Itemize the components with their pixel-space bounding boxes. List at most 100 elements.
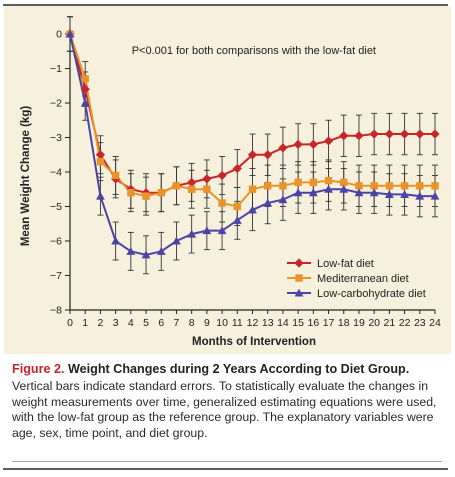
x-tick-label: 14 [277, 317, 289, 329]
low-fat-diet-point [202, 174, 212, 184]
low-carbohydrate-diet-point [202, 226, 212, 235]
low-fat-diet-point [293, 139, 303, 149]
low-carbohydrate-diet-point [187, 229, 197, 238]
legend: Low-fat diet Mediterranean diet Low-carboh… [287, 258, 426, 300]
low-carbohydrate-diet-point [324, 184, 333, 193]
x-tick-label: 9 [204, 317, 210, 329]
low-carbohydrate-diet-point [430, 191, 440, 200]
low-carbohydrate-diet-point [172, 236, 181, 245]
x-tick-label: 7 [174, 317, 180, 329]
low-carbohydrate-diet-point [248, 205, 257, 214]
low-fat-diet-point [247, 150, 258, 160]
mediterranean-diet-point [385, 182, 394, 190]
mediterranean-diet-point [324, 176, 333, 185]
figure-label: Figure 2. [12, 362, 65, 376]
mediterranean-diet-point [355, 182, 363, 190]
x-tick-label: 4 [128, 317, 134, 329]
low-carbohydrate-diet-point [263, 198, 273, 207]
x-tick-label: 21 [384, 317, 396, 329]
legend-label-low-carbohydrate-diet: Low-carbohydrate diet [317, 288, 426, 300]
low-fat-diet-point [415, 129, 425, 139]
low-carbohydrate-diet-point [354, 188, 364, 197]
y-tick-label: −5 [50, 201, 62, 213]
low-carbohydrate-diet-point [232, 215, 242, 224]
mediterranean-diet-point [96, 157, 105, 166]
low-fat-diet-point [369, 129, 379, 139]
mediterranean-diet-point [157, 189, 165, 197]
mediterranean-diet-point [309, 178, 318, 187]
low-carbohydrate-diet-point [278, 195, 288, 204]
low-fat-diet-point [278, 143, 288, 153]
low-fat-diet-point [263, 150, 273, 160]
x-tick-label: 17 [323, 317, 335, 329]
low-fat-diet-point [217, 170, 227, 181]
figure-caption: Figure 2. Weight Changes during 2 Years … [4, 356, 451, 464]
y-tick-label: −7 [50, 270, 62, 282]
x-tick-label: 13 [262, 317, 274, 329]
y-axis-title: Mean Weight Change (kg) [20, 106, 32, 247]
legend-label-low-fat-diet: Low-fat diet [317, 258, 374, 270]
low-fat-diet-point [80, 84, 90, 94]
x-tick-label: 19 [353, 317, 365, 329]
low-carbohydrate-diet-point [156, 246, 166, 255]
x-tick-label: 8 [189, 317, 195, 329]
mediterranean-diet-point [264, 182, 272, 190]
mediterranean-diet-point [248, 185, 257, 193]
mediterranean-diet-point [111, 171, 120, 180]
caption-heading: Figure 2. Weight Changes during 2 Years … [12, 361, 444, 377]
x-tick-label: 15 [292, 317, 304, 329]
mediterranean-diet-point [431, 182, 439, 190]
y-tick-label: −4 [50, 167, 62, 179]
significance-annotation: P<0.001 for both comparisons with the lo… [132, 45, 376, 57]
y-tick-label: −8 [50, 305, 62, 317]
x-tick-label: 3 [113, 317, 119, 329]
y-tick-label: −2 [50, 98, 62, 110]
x-tick-label: 5 [143, 317, 149, 329]
x-tick-label: 18 [338, 317, 350, 329]
y-tick-label: −1 [50, 63, 62, 75]
chart-panel: 0 −1 −2 −3 −4 −5 −6 −7 −8 0 1 2 3 4 5 6 7 8 9 10 11 12 13 14 15 1… [4, 6, 451, 354]
x-tick-label: 11 [232, 317, 243, 329]
figure-title: Weight Changes during 2 Years According … [67, 362, 410, 376]
x-tick-label: 6 [158, 317, 164, 329]
mediterranean-diet-point [187, 185, 196, 193]
x-tick-label: 0 [67, 317, 73, 329]
x-tick-label: 1 [82, 317, 88, 329]
low-carbohydrate-diet-point [339, 184, 349, 193]
x-axis-title: Months of Intervention [192, 336, 316, 348]
x-tick-label: 24 [429, 317, 441, 329]
low-fat-diet-point [323, 136, 334, 146]
legend-marker-low-fat-diet [294, 258, 304, 268]
x-tick-label: 23 [414, 317, 426, 329]
y-tick-label: 0 [56, 29, 62, 41]
low-carbohydrate-diet-point [293, 188, 303, 197]
low-carbohydrate-diet-point [369, 188, 379, 197]
mediterranean-diet-point [400, 182, 409, 190]
low-carbohydrate-diet-point [141, 250, 151, 259]
y-tick-label: −3 [50, 132, 62, 144]
mediterranean-diet-point [416, 182, 424, 190]
low-carbohydrate-diet-point [111, 236, 121, 245]
low-fat-diet-point [95, 150, 106, 160]
low-fat-diet-point [308, 139, 318, 149]
low-fat-diet-point [232, 163, 242, 174]
caption-text: Vertical bars indicate standard errors. … [12, 379, 437, 440]
x-tick-label: 12 [247, 317, 259, 329]
low-carbohydrate-diet-point [415, 191, 425, 200]
mediterranean-diet-point [218, 199, 226, 207]
low-carbohydrate-diet-point [126, 246, 136, 255]
x-tick-label: 10 [216, 317, 228, 329]
low-carbohydrate-diet-point [308, 188, 318, 197]
mediterranean-diet-point [172, 182, 181, 190]
figure-frame [3, 4, 448, 470]
mediterranean-diet-point [81, 75, 89, 83]
mediterranean-diet-point [370, 182, 378, 190]
low-carbohydrate-diet-point [217, 226, 227, 235]
mediterranean-diet-point [340, 178, 348, 187]
y-tick-label: −6 [50, 236, 62, 248]
low-fat-diet-point [339, 131, 349, 141]
x-tick-label: 22 [399, 317, 411, 329]
mediterranean-diet-point [294, 178, 302, 187]
x-tick-label: 16 [307, 317, 319, 329]
low-fat-diet-point [399, 129, 410, 139]
